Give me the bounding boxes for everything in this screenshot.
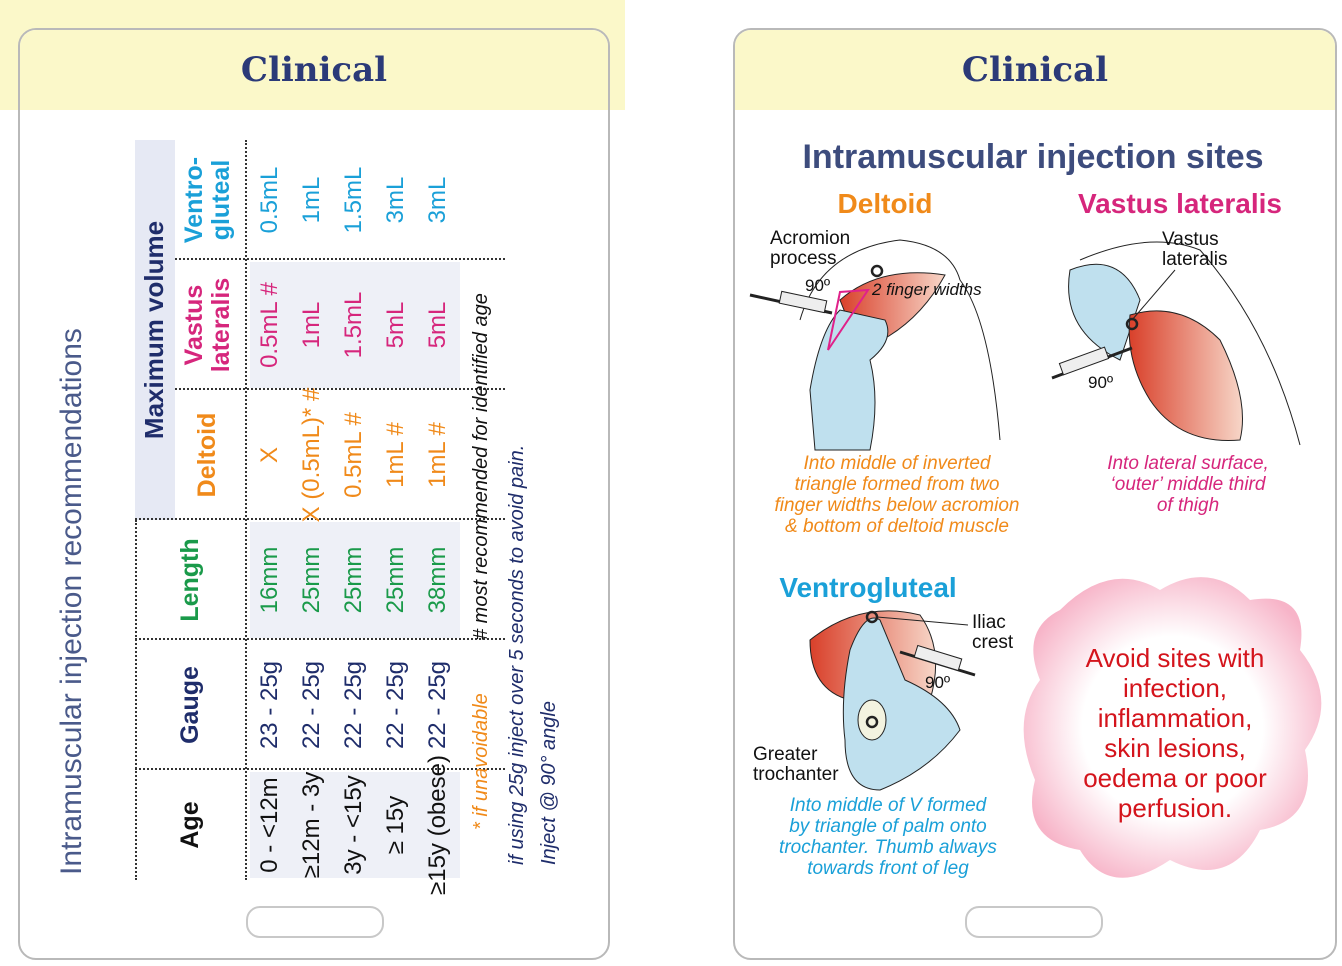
caption: Into middle of V formed by triangle of pa… [738,795,1038,879]
angle-label: 90º [1088,373,1114,392]
card-header: Clinical [240,50,388,90]
caption-line: Into middle of V formed [789,795,987,816]
slot-hole [246,906,384,938]
caption-line: by triangle of palm onto [789,816,987,837]
header-band [20,30,608,110]
caption-line: triangle formed from two [794,474,1000,495]
anatomy-label: Greater trochanter [753,744,839,785]
caption-line: perfusion. [1117,793,1233,823]
anatomy-label: Iliac crest [972,612,1014,653]
deltoid-illustration [749,239,1001,451]
caption-line: Into lateral surface, [1107,453,1269,474]
caption-line: infection, [1122,673,1228,703]
caption-line: & bottom of deltoid muscle [785,516,1009,537]
caption-line: trochanter. Thumb always [779,837,997,858]
caption-line: oedema or poor [1083,763,1267,793]
site-heading: Vastus lateralis [1078,188,1282,219]
slot-hole [965,906,1103,938]
site-heading: Ventrogluteal [779,572,957,603]
caption-line: ‘outer’ middle third [1110,474,1266,495]
warning-text: Avoid sites with infection, inflammation, s… [1030,643,1320,823]
header-band [735,30,1335,110]
vastus-illustration [1051,241,1301,446]
site-heading: Deltoid [837,188,933,219]
caption-line: Into middle of inverted [803,453,991,474]
caption-line: Avoid sites with [1085,643,1265,673]
caption-line: finger widths below acromion [774,495,1020,516]
warning-blob [1023,577,1322,878]
caption-line: towards front of leg [807,858,969,879]
anatomy-label: Vastus lateralis [1162,229,1228,270]
left-card: Clinical [18,28,610,960]
caption-line: inflammation, [1097,703,1253,733]
caption-line: of thigh [1156,495,1220,516]
anatomy-label: 2 finger widths [872,280,982,299]
anatomy-label: Acromion process [770,228,851,269]
angle-label: 90º [925,673,951,692]
caption: Into middle of inverted triangle formed f… [737,453,1057,537]
sites-title: Intramuscular injection sites [802,138,1264,176]
caption-line: skin lesions, [1104,733,1246,763]
caption: Into lateral surface, ‘outer’ middle thir… [1048,453,1328,516]
card-header: Clinical [961,50,1109,90]
ventrogluteal-illustration [809,610,976,791]
angle-label: 90º [805,276,831,295]
